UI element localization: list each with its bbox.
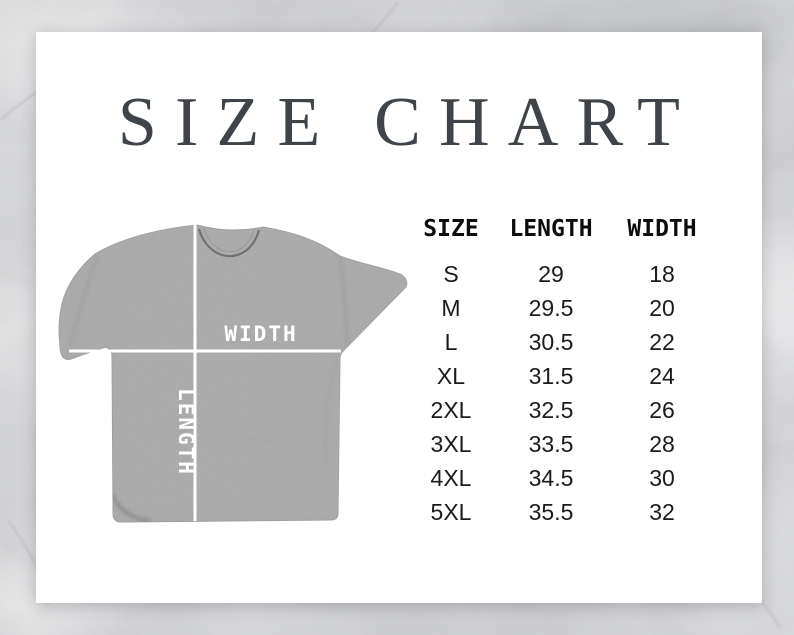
- cell-size: XL: [436, 362, 466, 389]
- length-label: LENGTH: [174, 388, 198, 476]
- cell-length: 34.5: [528, 464, 574, 491]
- cell-length: 33.5: [528, 430, 574, 457]
- cell-length: 31.5: [528, 362, 574, 389]
- cell-width: 18: [649, 260, 675, 287]
- cell-size: S: [443, 260, 459, 287]
- column-header-width: WIDTH: [627, 216, 697, 242]
- table-row: S 29 18: [406, 257, 718, 291]
- table-body: S 29 18 M 29.5 20 L 30.5 22 XL 31.5: [406, 257, 718, 529]
- tshirt-illustration: WIDTH LENGTH: [58, 223, 408, 523]
- cell-width: 22: [649, 328, 675, 355]
- table-header-row: SIZE LENGTH WIDTH: [406, 215, 718, 243]
- table-row: XL 31.5 24: [406, 359, 718, 393]
- cell-width: 28: [649, 430, 675, 457]
- cell-length: 29.5: [528, 294, 574, 321]
- size-table: SIZE LENGTH WIDTH S 29 18 M 29.5 20 L 30…: [406, 215, 718, 529]
- cell-length: 30.5: [528, 328, 574, 355]
- cell-width: 30: [649, 464, 675, 491]
- cell-size: 4XL: [430, 464, 472, 491]
- table-row: 5XL 35.5 32: [406, 495, 718, 529]
- table-row: L 30.5 22: [406, 325, 718, 359]
- cell-width: 20: [649, 294, 675, 321]
- table-row: M 29.5 20: [406, 291, 718, 325]
- cell-size: L: [444, 328, 458, 355]
- cell-width: 32: [649, 498, 675, 525]
- table-row: 4XL 34.5 30: [406, 461, 718, 495]
- column-header-size: SIZE: [423, 216, 479, 242]
- cell-length: 29: [538, 260, 564, 287]
- cell-size: 2XL: [430, 396, 472, 423]
- page-title: SIZE CHART: [117, 84, 699, 161]
- cell-size: 3XL: [430, 430, 472, 457]
- cell-width: 24: [649, 362, 675, 389]
- heather-texture: [59, 225, 407, 522]
- cell-length: 35.5: [528, 498, 574, 525]
- cell-size: 5XL: [430, 498, 472, 525]
- collar: [198, 228, 260, 258]
- cell-width: 26: [649, 396, 675, 423]
- width-label: WIDTH: [224, 322, 297, 346]
- size-chart-card: SIZE CHART: [36, 32, 762, 603]
- table-row: 2XL 32.5 26: [406, 393, 718, 427]
- cell-size: M: [441, 294, 461, 321]
- table-row: 3XL 33.5 28: [406, 427, 718, 461]
- shirt-wrinkles: [67, 255, 348, 522]
- cell-length: 32.5: [528, 396, 574, 423]
- column-header-length: LENGTH: [509, 216, 593, 242]
